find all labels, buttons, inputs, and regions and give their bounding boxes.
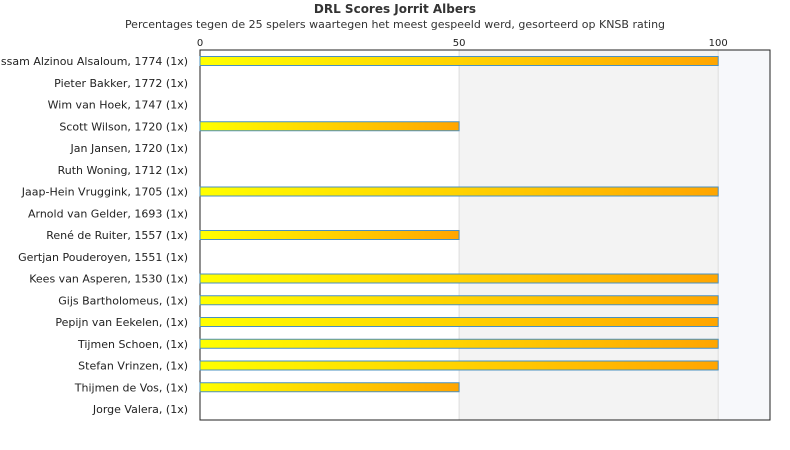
bar [199, 273, 719, 284]
plot-band [718, 50, 770, 420]
x-tick-label: 0 [197, 38, 203, 49]
bar [199, 121, 460, 132]
category-label: Jaap-Hein Vruggink, 1705 (1x) [21, 186, 188, 199]
bar [199, 186, 719, 197]
bar [199, 56, 719, 66]
category-label: Thijmen de Vos, (1x) [74, 381, 188, 394]
category-label: Tijmen Schoen, (1x) [77, 338, 188, 351]
category-label: Ruth Woning, 1712 (1x) [58, 164, 188, 177]
category-label: Pepijn van Eekelen, (1x) [55, 316, 188, 329]
category-label: Stefan Vrinzen, (1x) [78, 360, 188, 373]
chart-subtitle: Percentages tegen de 25 spelers waartege… [124, 18, 666, 31]
category-label: René de Ruiter, 1557 (1x) [46, 229, 188, 242]
category-label: Gijs Bartholomeus, (1x) [58, 294, 188, 307]
category-label: Scott Wilson, 1720 (1x) [59, 120, 188, 133]
x-tick-label: 50 [453, 38, 466, 49]
plot-band [459, 50, 719, 420]
category-label: Pieter Bakker, 1772 (1x) [54, 77, 188, 90]
category-label: Hussam Alzinou Alsaloum, 1774 (1x) [0, 55, 188, 68]
x-tick-label: 100 [709, 38, 728, 49]
bar [199, 382, 460, 393]
bar [199, 295, 719, 306]
category-label: Arnold van Gelder, 1693 (1x) [28, 207, 188, 220]
bar [199, 317, 719, 327]
category-label: Gertjan Pouderoyen, 1551 (1x) [18, 251, 188, 264]
category-label: Jorge Valera, (1x) [92, 403, 188, 416]
category-label: Jan Jansen, 1720 (1x) [70, 142, 188, 155]
bar [199, 230, 460, 240]
bar [199, 338, 719, 349]
bar [199, 360, 719, 371]
category-label: Wim van Hoek, 1747 (1x) [48, 99, 188, 112]
chart-title: DRL Scores Jorrit Albers [313, 2, 477, 16]
category-label: Kees van Asperen, 1530 (1x) [29, 273, 188, 286]
